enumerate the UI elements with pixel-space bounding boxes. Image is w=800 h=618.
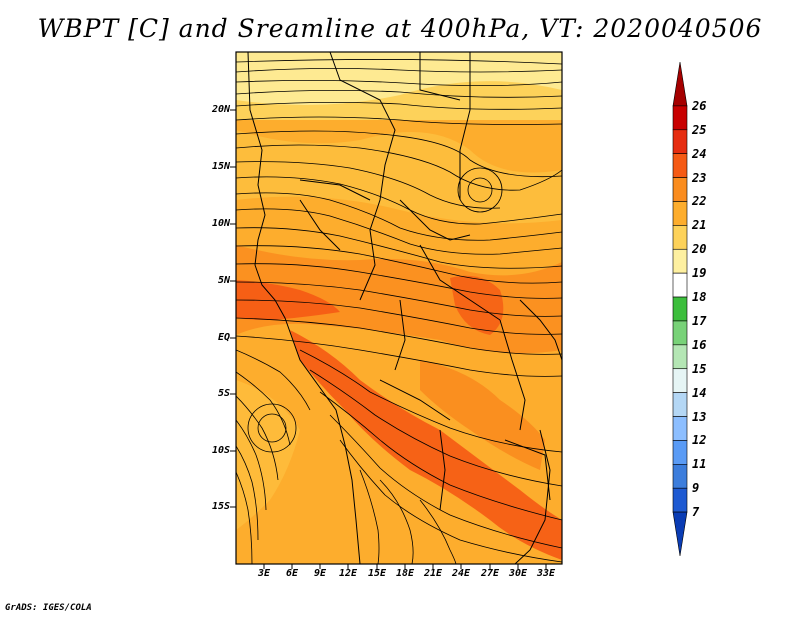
lon-label-9e: 9E (313, 568, 327, 579)
colorbar-label: 26 (692, 98, 707, 113)
lon-label-27e: 27E (480, 568, 500, 579)
lon-label-21e: 21E (423, 568, 443, 579)
lat-label-20n: 20N (211, 104, 230, 115)
colorbar-label: 20 (692, 242, 707, 257)
map-title: WBPT [C] and Sreamline at 400hPa, VT: 20… (37, 14, 763, 43)
lat-label-eq: EQ (217, 332, 230, 343)
lat-label-10n: 10N (211, 218, 230, 229)
colorbar-label: 14 (692, 385, 707, 400)
lat-label-5s: 5S (217, 388, 230, 399)
lat-label-15s: 15S (211, 501, 230, 512)
borders (247, 52, 562, 564)
plot-frame (235, 51, 563, 565)
colorbar-label: 25 (692, 122, 707, 137)
colorbar-swatch (672, 368, 688, 393)
colorbar-label: 17 (692, 313, 707, 328)
lat-label-10s: 10S (211, 445, 230, 456)
colorbar-label: 7 (692, 505, 700, 520)
lat-label-15n: 15N (211, 161, 230, 172)
colorbar-swatch (672, 440, 688, 465)
colorbar-label: 19 (692, 266, 707, 281)
colorbar-swatch (672, 296, 688, 322)
colorbar-swatch (672, 344, 688, 370)
colorbar-label: 15 (692, 361, 707, 376)
colorbar-swatch (672, 248, 688, 274)
lat-ticks (230, 109, 236, 508)
colorbar-swatch (672, 416, 688, 441)
lon-label-15e: 15E (367, 568, 387, 579)
colorbar-swatch (672, 61, 688, 107)
colorbar-swatch (672, 464, 688, 489)
colorbar-swatch (672, 487, 688, 513)
colorbar-label: 21 (692, 218, 707, 233)
colorbar-swatch (672, 129, 688, 154)
streamlines (236, 59, 562, 564)
wbpt-field (236, 52, 562, 564)
colorbar-swatch (672, 392, 688, 417)
colorbar-swatch (672, 177, 688, 202)
colorbar-label: 9 (692, 481, 700, 496)
lon-label-3e: 3E (257, 568, 271, 579)
colorbar-swatch (672, 225, 688, 250)
lon-label-12e: 12E (338, 568, 358, 579)
colorbar-swatch (672, 153, 688, 178)
lat-label-5n: 5N (217, 275, 230, 286)
colorbar-swatch (672, 320, 688, 346)
lon-label-18e: 18E (395, 568, 415, 579)
colorbar-swatch (672, 105, 688, 131)
colorbar-label: 12 (692, 433, 707, 448)
colorbar-swatch (672, 201, 688, 226)
colorbar-label: 11 (692, 457, 707, 472)
colorbar-swatch (672, 272, 688, 298)
colorbar-label: 22 (692, 194, 707, 209)
colorbar-label: 23 (692, 170, 707, 185)
footer-credit: GrADS: IGES/COLA (5, 603, 92, 613)
lon-label-33e: 33E (536, 568, 556, 579)
lon-label-6e: 6E (285, 568, 299, 579)
lon-label-30e: 30E (508, 568, 528, 579)
colorbar (672, 61, 688, 557)
lon-ticks (263, 564, 547, 569)
colorbar-label: 24 (692, 146, 707, 161)
colorbar-swatch (672, 511, 688, 557)
lon-label-24e: 24E (451, 568, 471, 579)
colorbar-label: 18 (692, 290, 707, 305)
colorbar-label: 16 (692, 337, 707, 352)
colorbar-label: 13 (692, 409, 707, 424)
